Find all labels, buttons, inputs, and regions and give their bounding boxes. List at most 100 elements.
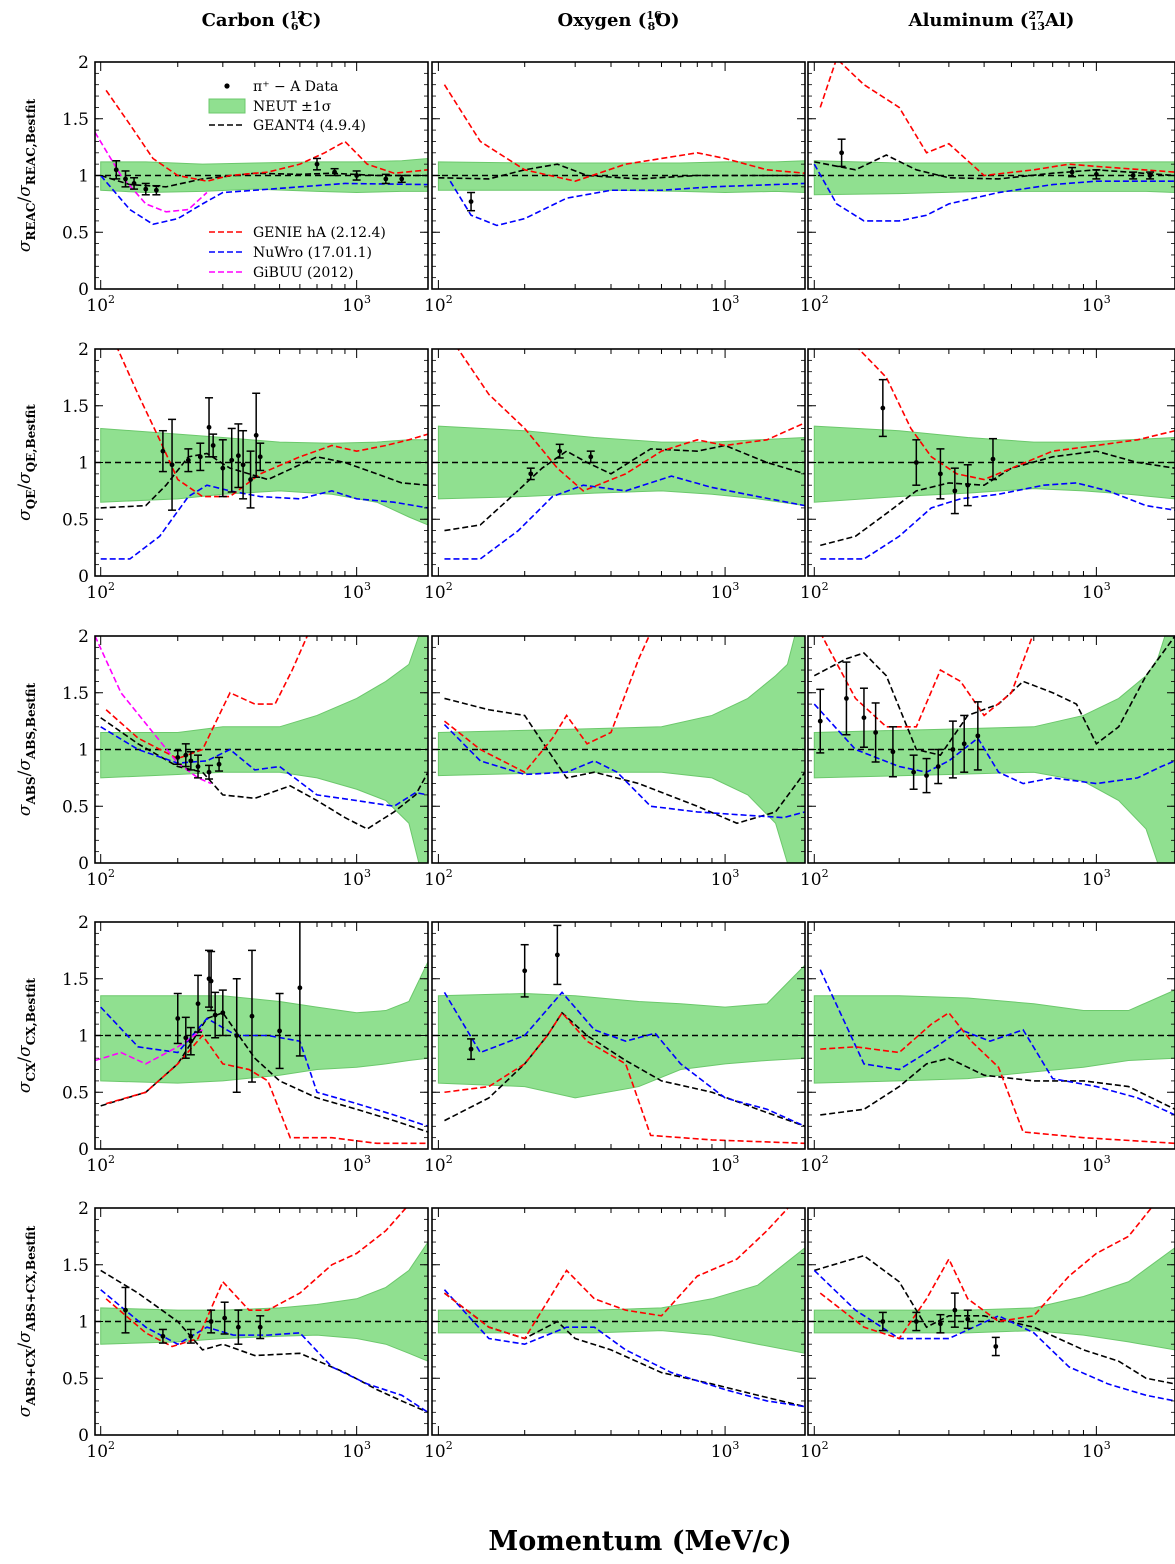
data-marker (588, 454, 594, 460)
y-tick-label: 0 (78, 854, 89, 874)
data-point (121, 170, 130, 188)
x-tick-label: 102 (800, 1153, 829, 1176)
data-point (871, 702, 880, 763)
data-marker (975, 733, 981, 739)
data-marker (195, 764, 201, 769)
neut-band (437, 964, 805, 1099)
data-marker (169, 462, 175, 468)
data-point (922, 757, 931, 794)
panel-r2-c2: 102 103 (424, 348, 806, 603)
x-tick-label: 102 (424, 1439, 453, 1462)
data-point (256, 1315, 265, 1340)
panel-r3-c2: 102 103 (424, 635, 806, 890)
data-point (234, 423, 243, 489)
y-tick-label: 0.5 (62, 1083, 89, 1103)
y-tick-label: 0 (78, 280, 89, 300)
data-point (275, 992, 284, 1070)
data-point (330, 167, 339, 177)
data-marker (220, 1010, 226, 1016)
x-tick-label: 102 (424, 580, 453, 603)
column-title-c: Carbon (12 6C) (202, 9, 322, 33)
data-point (586, 450, 595, 464)
x-tick-label: 103 (1082, 580, 1111, 603)
nuwro-curve (443, 1289, 805, 1408)
x-tick-label: 102 (800, 867, 829, 890)
nuwro-curve (100, 484, 428, 560)
data-marker (208, 978, 214, 984)
y-tick-label: 1.5 (62, 110, 89, 130)
data-marker (183, 752, 189, 758)
data-marker (938, 471, 943, 477)
data-point (207, 950, 216, 1012)
data-point (950, 467, 959, 515)
data-marker (880, 1319, 886, 1324)
data-marker (332, 169, 337, 175)
panel-r1-c1: 0 0.5 1 1.5 2 102 103 (62, 53, 429, 316)
data-marker (890, 749, 896, 755)
data-point (141, 182, 150, 196)
data-point (194, 974, 203, 1033)
nuwro-curve (449, 180, 805, 227)
x-tick-label: 102 (424, 867, 453, 890)
data-marker (873, 730, 879, 735)
y-tick-label: 0 (78, 567, 89, 587)
data-point (295, 922, 304, 1057)
x-tick-label: 102 (800, 1439, 829, 1462)
geant4-curve (444, 1011, 805, 1128)
legend-geant-label: GEANT4 (4.9.4) (253, 118, 366, 134)
genie-curve (116, 349, 428, 498)
data-point (220, 1301, 229, 1335)
data-point (960, 714, 969, 773)
data-point (173, 992, 182, 1045)
data-point (232, 978, 241, 1093)
x-tick-label: 102 (86, 867, 115, 890)
panel-r2-c3: 102 103 (800, 348, 1175, 603)
nuwro-curve (819, 969, 1175, 1116)
data-point (988, 437, 997, 481)
data-marker (913, 1319, 919, 1324)
data-marker (817, 718, 823, 724)
data-marker (277, 1028, 283, 1034)
data-marker (952, 488, 958, 494)
data-marker (938, 1321, 943, 1327)
y-tick-label: 1.5 (62, 970, 89, 990)
x-tick-label: 102 (800, 580, 829, 603)
data-marker (123, 1307, 128, 1313)
data-marker (1130, 173, 1136, 178)
data-marker (206, 769, 212, 775)
data-marker (399, 176, 405, 182)
data-point (218, 439, 227, 498)
panel-r2-c1: 0 0.5 1 1.5 2 102 103 (62, 340, 429, 603)
genie-curve (443, 636, 650, 774)
y-tick-label: 1 (78, 1027, 89, 1047)
nuwro-curve (444, 475, 805, 560)
data-point (381, 173, 390, 185)
data-point (555, 443, 564, 459)
data-marker (208, 1319, 214, 1324)
data-point (168, 418, 177, 511)
geant4-curve (820, 450, 1175, 547)
data-marker (1069, 169, 1075, 175)
x-tick-label: 103 (711, 1153, 740, 1176)
data-marker (175, 755, 181, 760)
genie-curve (819, 62, 1175, 177)
legend-gibuu-label: GiBUU (2012) (253, 265, 354, 281)
genie-curve (105, 1208, 407, 1348)
data-marker (554, 952, 560, 958)
y-axis-label-5: σABS+CX/σABS+CX,Bestfit (15, 1225, 38, 1417)
x-tick-label: 102 (86, 293, 115, 316)
x-tick-label: 103 (1082, 867, 1111, 890)
y-tick-label: 2 (78, 1199, 89, 1219)
data-marker (234, 1033, 240, 1038)
data-marker (950, 747, 956, 752)
data-point (158, 1328, 167, 1344)
data-marker (206, 424, 212, 430)
data-point (963, 1309, 972, 1330)
y-tick-label: 1 (78, 1313, 89, 1333)
data-point (186, 1026, 195, 1056)
data-point (526, 467, 535, 481)
data-point (215, 756, 224, 772)
geant4-curve (444, 697, 805, 825)
data-marker (123, 176, 128, 182)
data-marker (297, 985, 303, 991)
